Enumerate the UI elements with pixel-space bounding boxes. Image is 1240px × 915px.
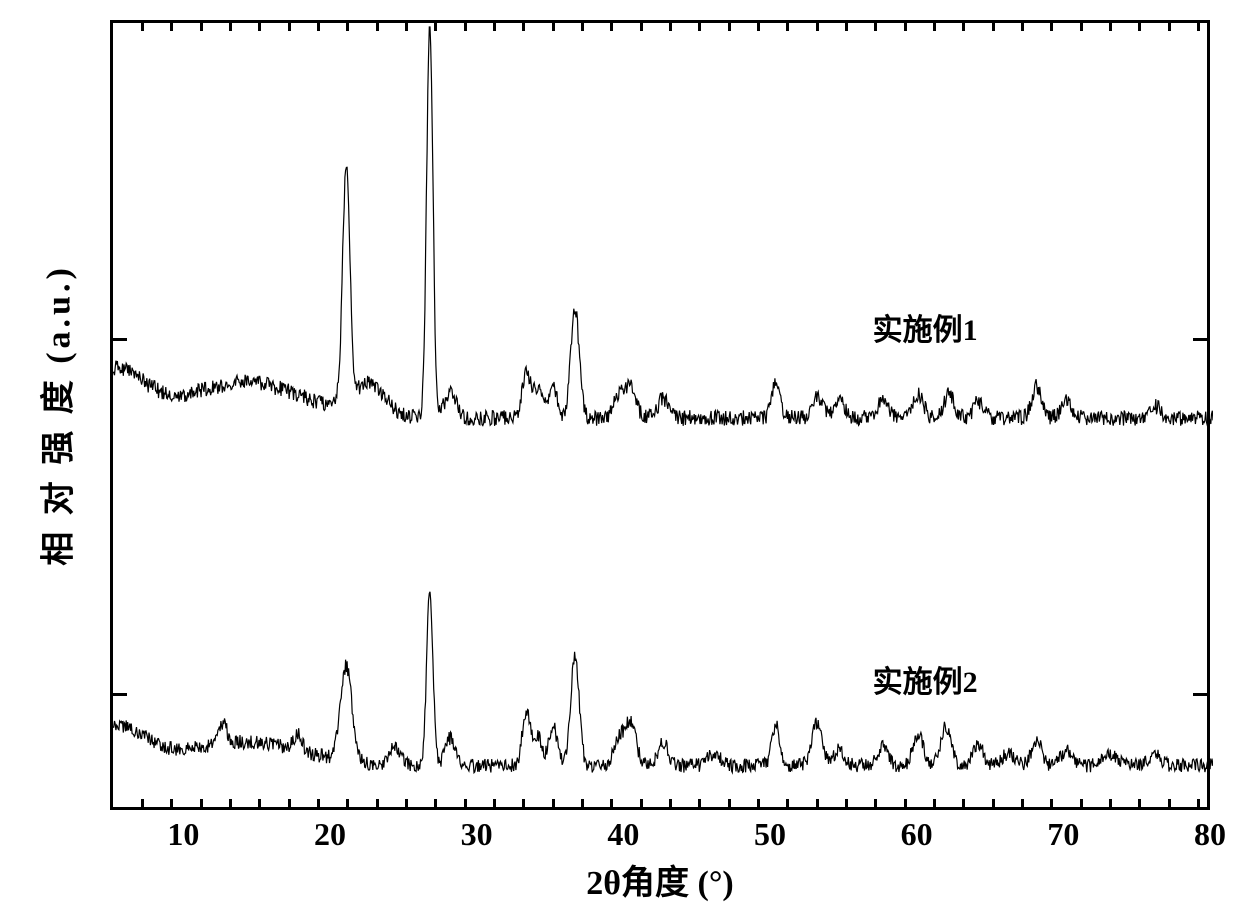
plot-area	[110, 20, 1210, 810]
x-tick-label: 30	[461, 816, 493, 853]
series-label-example1: 实施例1	[873, 305, 978, 349]
x-tick-label: 80	[1194, 816, 1226, 853]
x-axis-title: 2θ角度 (°)	[586, 855, 734, 904]
x-tick-label: 60	[901, 816, 933, 853]
series-label-example2: 实施例2	[873, 657, 978, 701]
xrd-trace-example2	[113, 592, 1213, 773]
x-tick-label: 20	[314, 816, 346, 853]
x-tick-label: 70	[1047, 816, 1079, 853]
xrd-figure: 相 对 强 度 (a.u.) 2θ角度 (°) 10 20 30 40 50 60 70 80…	[0, 0, 1240, 915]
x-tick-label: 50	[754, 816, 786, 853]
y-axis-title: 相 对 强 度 (a.u.)	[31, 264, 80, 566]
xrd-svg	[113, 23, 1213, 813]
x-tick-label: 40	[607, 816, 639, 853]
x-tick-label: 10	[167, 816, 199, 853]
xrd-trace-example1	[113, 27, 1213, 426]
